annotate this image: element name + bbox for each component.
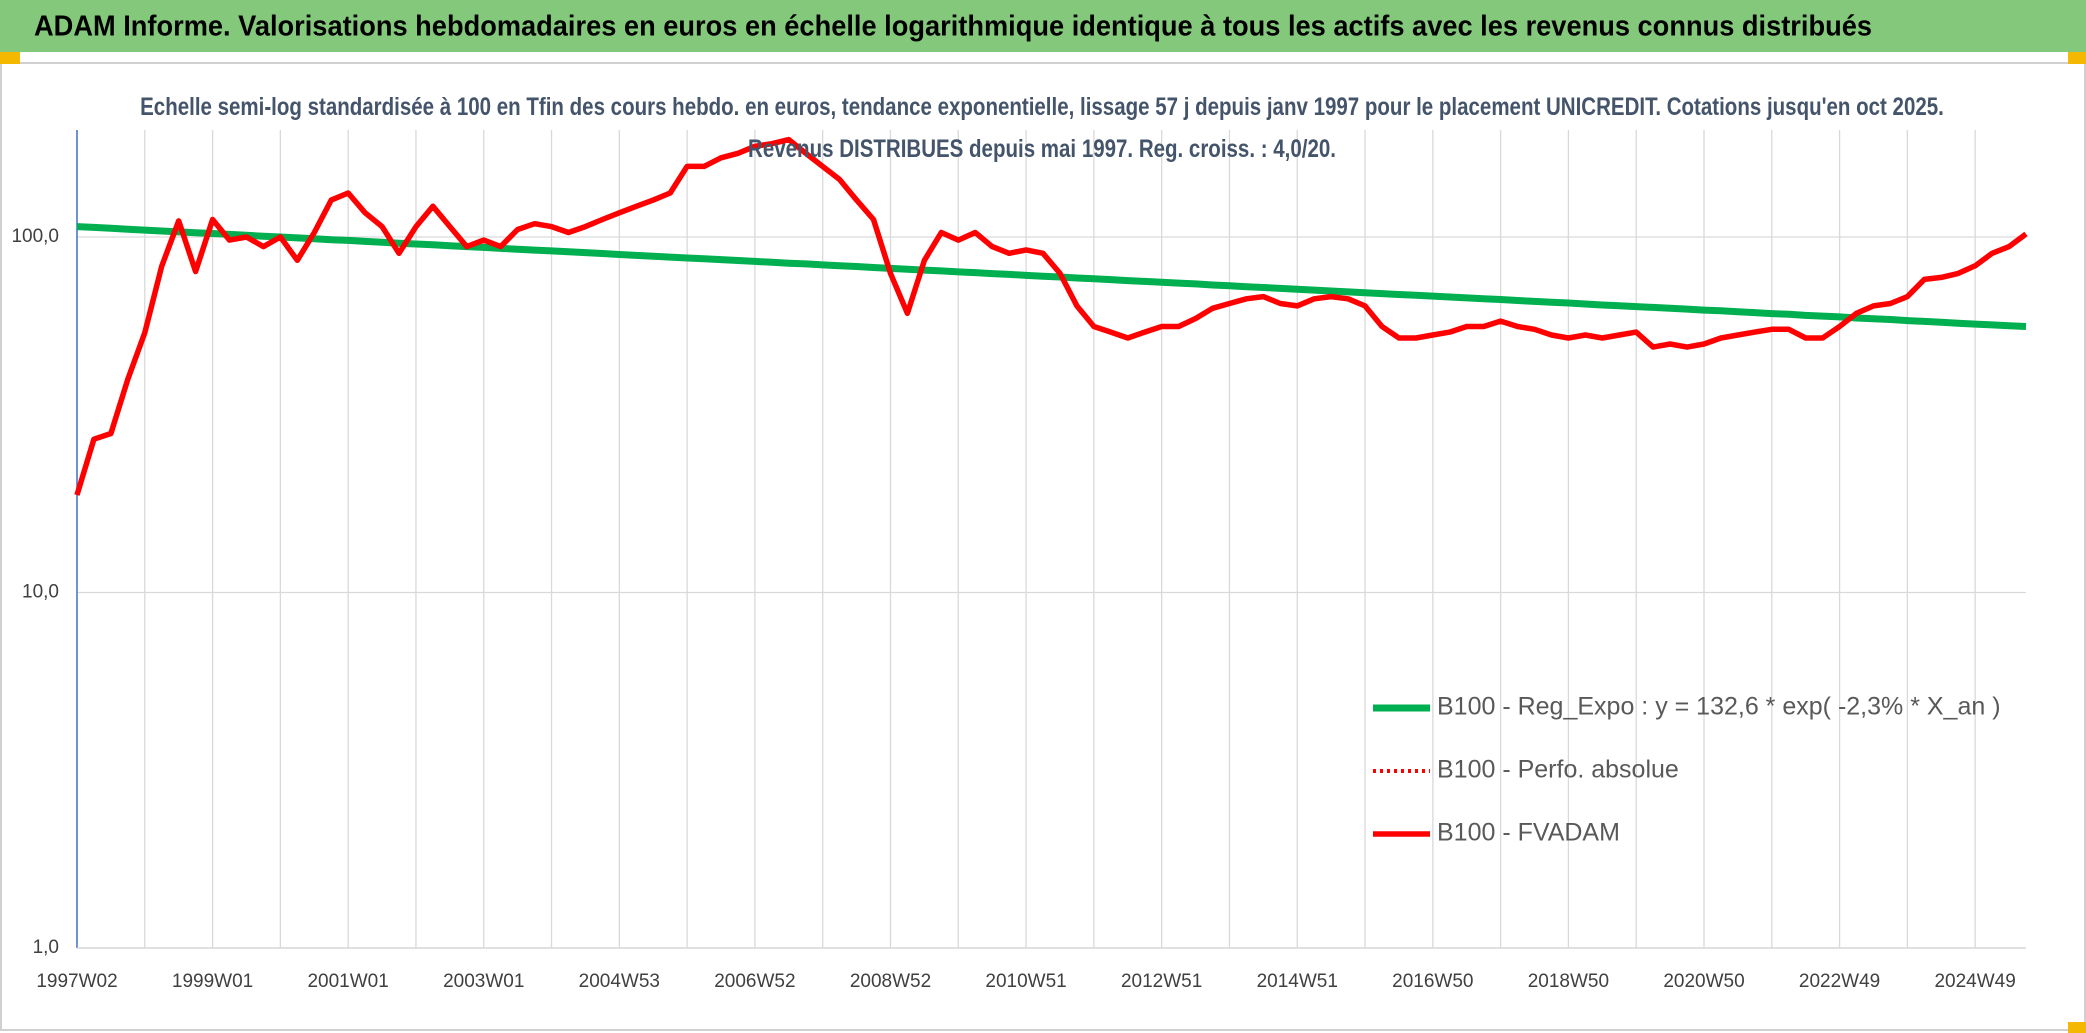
x-tick-label: 2003W01 xyxy=(443,971,524,992)
legend-label: B100 - Reg_Expo : y = 132,6 * exp( -2,3%… xyxy=(1437,693,2001,721)
data-line xyxy=(76,223,2027,330)
x-tick-label: 2001W01 xyxy=(307,971,388,992)
x-tick-label: 2010W51 xyxy=(985,971,1066,992)
x-tick-label: 1997W02 xyxy=(36,971,117,992)
x-tick-label: 2022W49 xyxy=(1799,971,1880,992)
header-bar xyxy=(0,0,2086,52)
chart-subtitle: Echelle semi-log standardisée à 100 en T… xyxy=(140,93,1944,163)
x-tick-label: 2018W50 xyxy=(1528,971,1609,992)
corner-mark xyxy=(2068,52,2086,64)
legend-label: B100 - Perfo. absolue xyxy=(1437,756,1679,784)
x-tick-label: 2024W49 xyxy=(1934,971,2015,992)
x-tick-label: 2004W53 xyxy=(579,971,660,992)
x-tick-label: 2012W51 xyxy=(1121,971,1202,992)
x-tick-label: 2020W50 xyxy=(1663,971,1744,992)
chart-title: ADAM Informe. Valorisations hebdomadaire… xyxy=(34,11,1872,43)
legend-label: B100 - FVADAM xyxy=(1437,819,1620,847)
data-line xyxy=(74,136,2028,496)
x-tick-label: 1999W01 xyxy=(172,971,253,992)
corner-mark xyxy=(2068,1022,2086,1033)
x-tick-label: 2006W52 xyxy=(714,971,795,992)
x-tick-label: 2014W51 xyxy=(1257,971,1338,992)
y-tick-label: 1,0 xyxy=(33,937,59,958)
y-tick-label: 10,0 xyxy=(22,582,59,603)
x-tick-label: 2008W52 xyxy=(850,971,931,992)
x-tick-label: 2016W50 xyxy=(1392,971,1473,992)
corner-mark xyxy=(0,52,20,64)
y-tick-label: 100,0 xyxy=(11,226,59,247)
